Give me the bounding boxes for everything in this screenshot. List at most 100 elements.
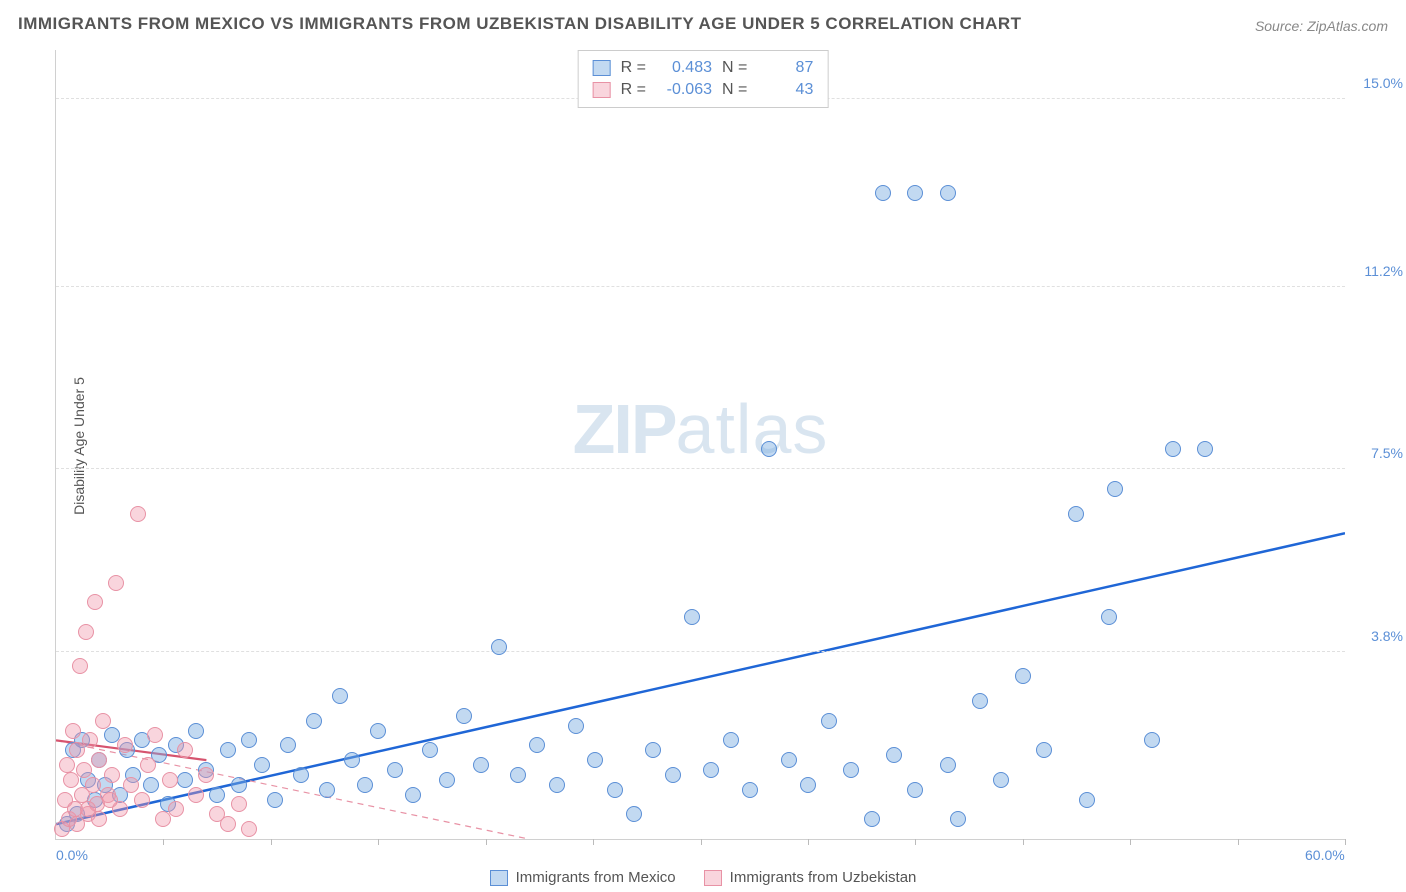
data-point-mexico: [319, 782, 335, 798]
data-point-mexico: [742, 782, 758, 798]
data-point-mexico: [684, 609, 700, 625]
data-point-mexico: [864, 811, 880, 827]
data-point-mexico: [972, 693, 988, 709]
data-point-uzbekistan: [65, 723, 81, 739]
x-tick-label: 60.0%: [1305, 847, 1345, 863]
data-point-mexico: [723, 732, 739, 748]
data-point-mexico: [800, 777, 816, 793]
x-tick: [1130, 839, 1131, 845]
data-point-mexico: [332, 688, 348, 704]
data-point-uzbekistan: [102, 792, 118, 808]
x-tick: [593, 839, 594, 845]
page-title: IMMIGRANTS FROM MEXICO VS IMMIGRANTS FRO…: [18, 14, 1022, 34]
data-point-mexico: [306, 713, 322, 729]
watermark: ZIPatlas: [573, 389, 829, 469]
source-link[interactable]: ZipAtlas.com: [1307, 18, 1388, 34]
data-point-mexico: [344, 752, 360, 768]
data-point-uzbekistan: [69, 816, 85, 832]
stats-row-uzbekistan: R = -0.063 N = 43: [593, 79, 814, 101]
watermark-bold: ZIP: [573, 390, 676, 468]
stat-r-value-mexico: 0.483: [656, 57, 712, 79]
data-point-uzbekistan: [168, 801, 184, 817]
x-tick-label: 0.0%: [56, 847, 88, 863]
x-tick: [808, 839, 809, 845]
data-point-uzbekistan: [72, 658, 88, 674]
stat-n-label: N =: [722, 57, 747, 79]
data-point-mexico: [907, 782, 923, 798]
trend-line-mexico: [56, 533, 1345, 824]
data-point-mexico: [491, 639, 507, 655]
data-point-mexico: [607, 782, 623, 798]
data-point-mexico: [280, 737, 296, 753]
x-tick: [486, 839, 487, 845]
legend-label-mexico: Immigrants from Mexico: [516, 869, 676, 886]
legend: Immigrants from Mexico Immigrants from U…: [0, 869, 1406, 886]
data-point-mexico: [950, 811, 966, 827]
data-point-uzbekistan: [108, 575, 124, 591]
x-tick: [915, 839, 916, 845]
data-point-mexico: [781, 752, 797, 768]
data-point-mexico: [940, 757, 956, 773]
data-point-uzbekistan: [91, 752, 107, 768]
trend-lines: [56, 50, 1345, 839]
data-point-uzbekistan: [104, 767, 120, 783]
data-point-mexico: [821, 713, 837, 729]
x-tick: [1345, 839, 1346, 845]
stat-r-label: R =: [621, 79, 646, 101]
data-point-mexico: [886, 747, 902, 763]
data-point-mexico: [456, 708, 472, 724]
stat-r-label: R =: [621, 57, 646, 79]
data-point-uzbekistan: [78, 624, 94, 640]
data-point-mexico: [665, 767, 681, 783]
legend-swatch-mexico: [490, 870, 508, 886]
data-point-mexico: [1197, 441, 1213, 457]
source-prefix: Source:: [1255, 18, 1307, 34]
source-credit: Source: ZipAtlas.com: [1255, 18, 1388, 34]
data-point-mexico: [220, 742, 236, 758]
data-point-uzbekistan: [241, 821, 257, 837]
data-point-uzbekistan: [95, 713, 111, 729]
swatch-uzbekistan: [593, 82, 611, 98]
data-point-mexico: [439, 772, 455, 788]
data-point-mexico: [209, 787, 225, 803]
x-tick: [1238, 839, 1239, 845]
x-tick: [271, 839, 272, 845]
data-point-mexico: [473, 757, 489, 773]
data-point-mexico: [940, 185, 956, 201]
data-point-uzbekistan: [117, 737, 133, 753]
data-point-mexico: [267, 792, 283, 808]
data-point-uzbekistan: [177, 742, 193, 758]
data-point-uzbekistan: [188, 787, 204, 803]
stat-r-value-uzbekistan: -0.063: [656, 79, 712, 101]
data-point-mexico: [626, 806, 642, 822]
data-point-uzbekistan: [82, 732, 98, 748]
y-tick-label: 15.0%: [1363, 75, 1403, 91]
y-tick-label: 3.8%: [1371, 628, 1403, 644]
data-point-mexico: [1101, 609, 1117, 625]
data-point-uzbekistan: [59, 757, 75, 773]
data-point-mexico: [510, 767, 526, 783]
data-point-mexico: [1036, 742, 1052, 758]
data-point-mexico: [405, 787, 421, 803]
data-point-uzbekistan: [76, 762, 92, 778]
data-point-mexico: [188, 723, 204, 739]
data-point-mexico: [703, 762, 719, 778]
data-point-mexico: [875, 185, 891, 201]
data-point-uzbekistan: [140, 757, 156, 773]
data-point-uzbekistan: [130, 506, 146, 522]
data-point-mexico: [587, 752, 603, 768]
data-point-mexico: [293, 767, 309, 783]
swatch-mexico: [593, 60, 611, 76]
stat-n-value-mexico: 87: [757, 57, 813, 79]
correlation-stats-box: R = 0.483 N = 87 R = -0.063 N = 43: [578, 50, 829, 108]
gridline: [56, 286, 1345, 287]
data-point-uzbekistan: [147, 727, 163, 743]
stats-row-mexico: R = 0.483 N = 87: [593, 57, 814, 79]
legend-item-mexico: Immigrants from Mexico: [490, 869, 676, 886]
watermark-light: atlas: [676, 390, 829, 468]
data-point-mexico: [370, 723, 386, 739]
data-point-mexico: [177, 772, 193, 788]
x-tick: [1023, 839, 1024, 845]
data-point-mexico: [387, 762, 403, 778]
data-point-mexico: [761, 441, 777, 457]
